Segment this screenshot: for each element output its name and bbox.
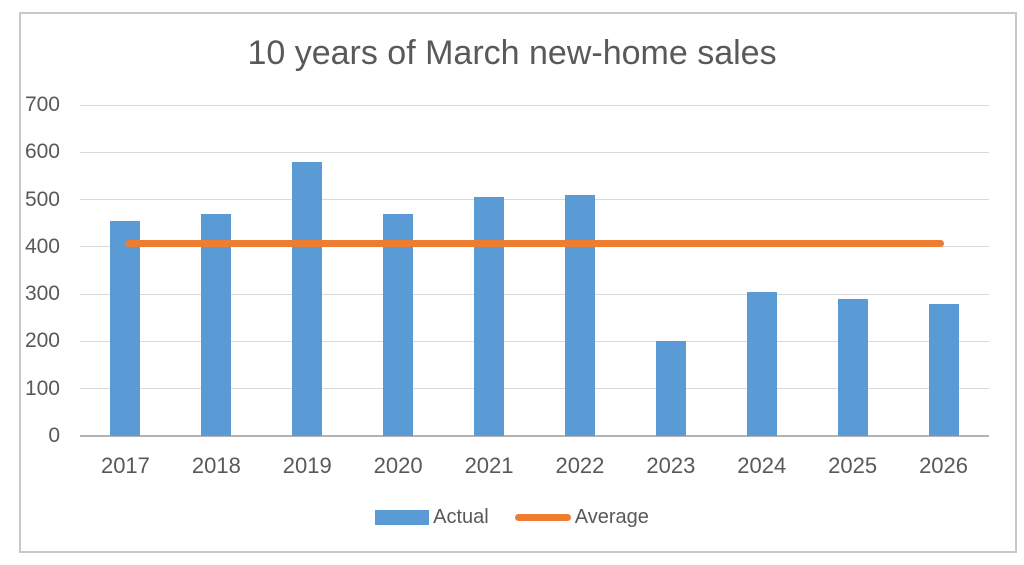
bar-2021 xyxy=(474,197,505,436)
average-line-swatch-icon xyxy=(514,514,571,521)
bar-2023 xyxy=(655,341,686,436)
chart-frame-border xyxy=(19,12,1017,553)
plot-area xyxy=(80,104,989,437)
bar-2020 xyxy=(383,213,414,436)
gridline-100 xyxy=(80,388,989,390)
bar-2017 xyxy=(110,220,141,436)
x-tick-label-2024: 2024 xyxy=(737,453,787,478)
y-tick-label-300: 300 xyxy=(24,282,60,306)
y-tick-label-400: 400 xyxy=(24,234,60,258)
bar-2024 xyxy=(746,291,777,436)
y-tick-label-0: 0 xyxy=(48,424,60,447)
x-tick-label-2022: 2022 xyxy=(555,453,605,478)
legend-item-actual: Actual xyxy=(375,506,489,529)
x-tick-label-2026: 2026 xyxy=(919,453,969,478)
legend-label-average: Average xyxy=(574,506,649,528)
x-tick-label-2018: 2018 xyxy=(191,453,241,478)
y-tick-label-100: 100 xyxy=(24,376,60,400)
bar-2019 xyxy=(292,161,323,436)
x-tick-label-2021: 2021 xyxy=(464,453,514,478)
gridline-700 xyxy=(80,104,989,106)
bar-2022 xyxy=(564,194,595,436)
chart-title: 10 years of March new-home sales xyxy=(247,34,777,72)
bar-2026 xyxy=(928,303,959,436)
gridline-600 xyxy=(80,151,989,153)
bar-2025 xyxy=(837,298,868,436)
gridline-200 xyxy=(80,340,989,342)
x-tick-label-2023: 2023 xyxy=(646,453,696,478)
y-tick-label-200: 200 xyxy=(24,329,60,353)
x-tick-label-2020: 2020 xyxy=(373,453,423,478)
average-line xyxy=(125,240,944,248)
gridline-300 xyxy=(80,293,989,295)
y-tick-label-500: 500 xyxy=(24,187,60,211)
actual-bar-swatch-icon xyxy=(375,510,430,525)
chart-legend: Actual Average xyxy=(0,506,1024,529)
x-tick-label-2019: 2019 xyxy=(282,453,332,478)
bar-2018 xyxy=(201,213,232,436)
gridline-500 xyxy=(80,199,989,201)
legend-label-actual: Actual xyxy=(433,506,489,528)
x-axis-line xyxy=(80,435,989,437)
legend-item-average: Average xyxy=(514,506,649,529)
y-tick-label-700: 700 xyxy=(24,93,60,116)
y-tick-label-600: 600 xyxy=(24,140,60,164)
x-tick-label-2025: 2025 xyxy=(828,453,878,478)
x-tick-label-2017: 2017 xyxy=(100,453,150,478)
